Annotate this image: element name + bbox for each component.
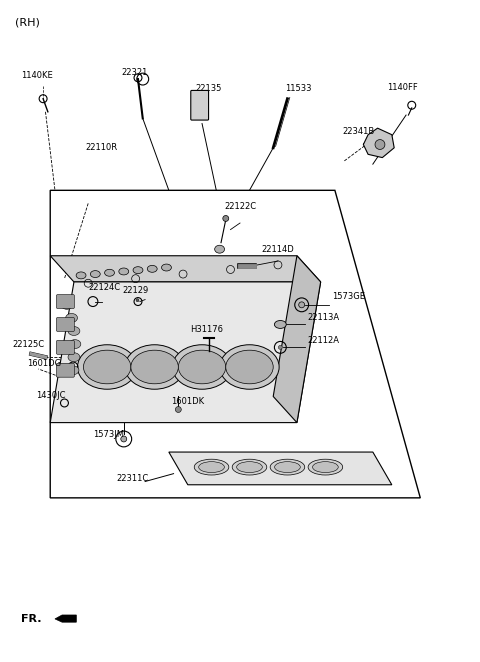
FancyBboxPatch shape [57,363,74,377]
Ellipse shape [68,326,80,336]
Text: 1140FF: 1140FF [387,83,418,92]
Text: 22129: 22129 [122,286,149,295]
Polygon shape [55,615,76,622]
Ellipse shape [105,269,114,276]
Ellipse shape [133,267,143,273]
Polygon shape [50,256,321,282]
Ellipse shape [215,245,225,253]
Ellipse shape [66,314,77,322]
Ellipse shape [77,345,137,389]
Ellipse shape [308,459,343,475]
Polygon shape [273,256,321,422]
Ellipse shape [270,459,305,475]
Ellipse shape [61,301,73,309]
Circle shape [375,140,385,150]
Text: 11533: 11533 [285,84,312,93]
Ellipse shape [76,272,86,279]
Ellipse shape [67,366,79,375]
Polygon shape [363,128,394,158]
Text: 22135: 22135 [195,84,221,93]
Ellipse shape [125,345,184,389]
Ellipse shape [172,345,232,389]
Text: 22113A: 22113A [308,313,340,322]
Text: 22112A: 22112A [308,336,340,346]
Text: 22311C: 22311C [117,474,149,483]
Text: 1430JC: 1430JC [36,391,65,400]
Circle shape [278,346,282,350]
Text: 22341B: 22341B [342,127,374,136]
Ellipse shape [220,345,279,389]
Text: 22125C: 22125C [12,340,44,349]
Text: 22321: 22321 [121,68,148,77]
Text: 22124C: 22124C [88,283,120,292]
Ellipse shape [68,353,80,361]
Polygon shape [50,282,321,422]
Ellipse shape [179,350,226,384]
Ellipse shape [199,461,224,473]
Circle shape [136,299,139,302]
Polygon shape [169,452,392,485]
Ellipse shape [69,340,81,348]
Ellipse shape [232,459,267,475]
Text: 1601DG: 1601DG [27,359,61,368]
Ellipse shape [194,459,229,475]
Ellipse shape [119,268,129,275]
Text: 22114D: 22114D [261,246,294,254]
FancyBboxPatch shape [57,340,74,354]
Text: H31176: H31176 [190,324,223,334]
Ellipse shape [84,350,131,384]
FancyBboxPatch shape [57,295,74,308]
Ellipse shape [131,350,179,384]
Ellipse shape [275,320,286,328]
Text: FR.: FR. [21,614,41,624]
Text: 1140KE: 1140KE [21,71,52,80]
Circle shape [175,406,181,412]
Ellipse shape [312,461,338,473]
Circle shape [299,302,305,308]
Text: 22110R: 22110R [86,143,118,152]
Ellipse shape [161,264,171,271]
Ellipse shape [237,461,263,473]
Ellipse shape [226,350,273,384]
Text: 1573JM: 1573JM [93,430,124,439]
Circle shape [121,436,127,442]
FancyBboxPatch shape [191,91,209,120]
Ellipse shape [90,271,100,277]
Text: (RH): (RH) [14,17,39,27]
Text: 1601DK: 1601DK [171,397,204,406]
Text: 1573GE: 1573GE [333,292,365,301]
FancyBboxPatch shape [57,318,74,332]
Text: 22122C: 22122C [225,202,257,211]
Ellipse shape [275,461,300,473]
Ellipse shape [147,265,157,272]
Circle shape [223,216,229,221]
